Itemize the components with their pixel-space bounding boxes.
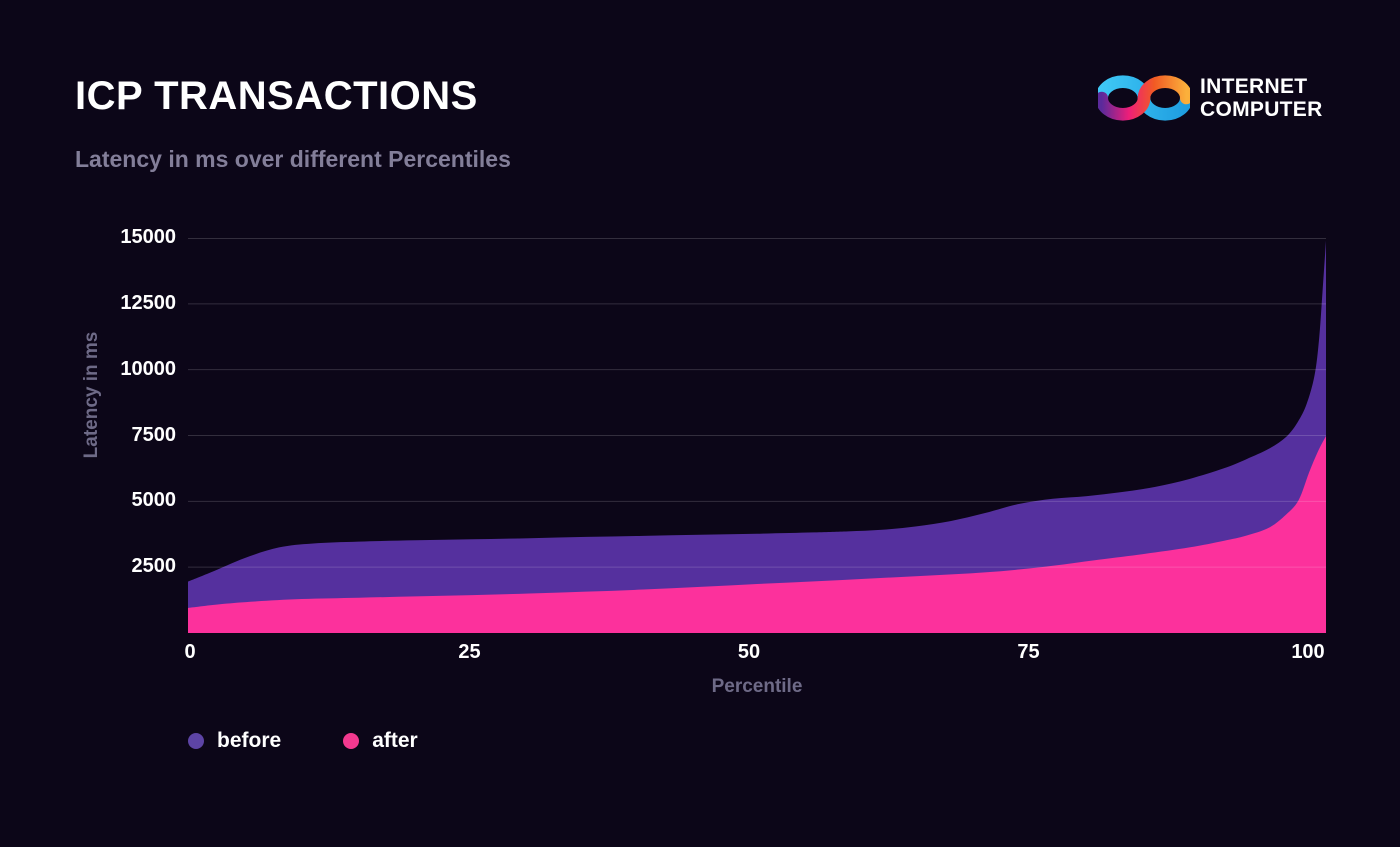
area-after bbox=[188, 436, 1326, 633]
chart-legend: before after bbox=[188, 729, 418, 753]
logo-text-line1: INTERNET bbox=[1200, 75, 1308, 98]
legend-dot-after bbox=[343, 733, 360, 749]
area-before bbox=[188, 240, 1326, 633]
y-tick-label: 15000 bbox=[120, 226, 176, 248]
legend-dot-before bbox=[188, 733, 204, 749]
x-tick-label: 0 bbox=[184, 641, 196, 663]
y-tick-label: 5000 bbox=[131, 489, 177, 512]
chart-canvas bbox=[188, 238, 1326, 633]
y-axis-title: Latency in ms bbox=[81, 331, 102, 459]
y-tick-label: 10000 bbox=[120, 357, 176, 380]
internet-computer-logo: INTERNET COMPUTER bbox=[1098, 72, 1323, 124]
logo-wordmark: INTERNET COMPUTER bbox=[1200, 75, 1323, 121]
y-tick-label: 2500 bbox=[131, 555, 177, 578]
y-tick-label: 12500 bbox=[120, 291, 176, 314]
x-tick-label: 25 bbox=[458, 641, 481, 663]
x-axis-title: Percentile bbox=[711, 676, 803, 697]
logo-text-line2: COMPUTER bbox=[1200, 98, 1323, 121]
x-tick-label: 75 bbox=[1017, 641, 1040, 663]
x-tick-label: 100 bbox=[1291, 641, 1325, 663]
infinity-logo-icon bbox=[1098, 75, 1190, 121]
y-tick-label: 7500 bbox=[131, 423, 177, 446]
legend-item-after[interactable]: after bbox=[343, 729, 418, 753]
legend-label-after: after bbox=[372, 729, 418, 752]
x-tick-label: 50 bbox=[737, 641, 761, 663]
page-subtitle: Latency in ms over different Percentiles bbox=[75, 146, 511, 172]
legend-item-before[interactable]: before bbox=[188, 729, 281, 753]
page-title: ICP TRANSACTIONS bbox=[75, 74, 478, 118]
legend-label-before: before bbox=[217, 729, 282, 752]
